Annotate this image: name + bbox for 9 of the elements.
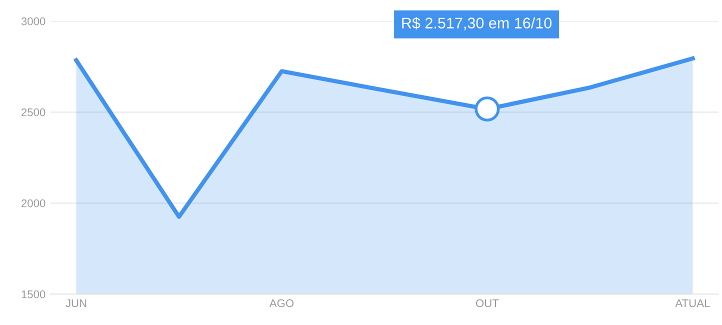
y-tick-label: 1500 <box>22 290 46 298</box>
y-tick-label: 3000 <box>21 17 46 26</box>
x-tick-label: AGO <box>269 299 294 308</box>
x-tick-label: JUN <box>66 299 86 308</box>
x-tick-label: OUT <box>476 299 499 308</box>
annotation: R$ 2.517,30 em 16/10 <box>402 17 552 30</box>
y-tick-label: 2500 <box>22 108 46 116</box>
y-tick-label: 2000 <box>22 199 46 208</box>
x-tick-label: ATUAL <box>675 299 710 308</box>
